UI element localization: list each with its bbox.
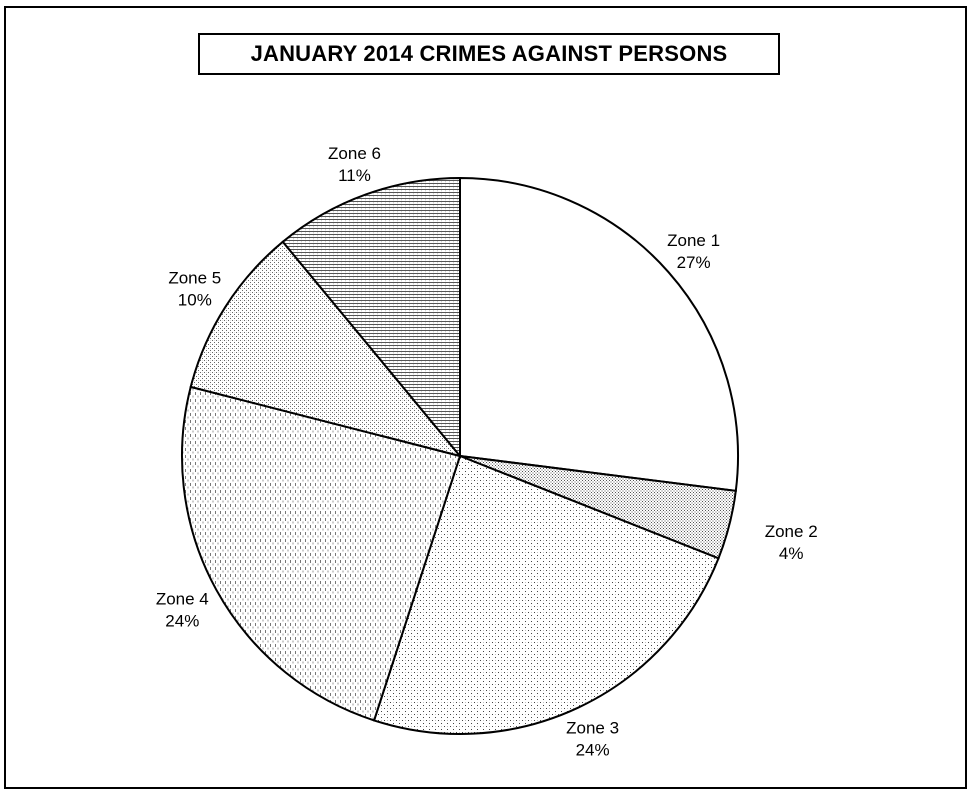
slice-label-value: 24%	[576, 741, 610, 760]
slice-label-value: 4%	[779, 544, 804, 563]
pie-slice-zone-6	[281, 176, 461, 459]
slice-label-name: Zone 2	[765, 522, 818, 541]
slice-label-value: 11%	[338, 166, 371, 185]
slice-label-name: Zone 6	[328, 144, 381, 163]
slice-label-name: Zone 4	[156, 590, 209, 609]
pie-slice-zone-5	[189, 240, 463, 458]
slice-label-value: 24%	[165, 612, 199, 631]
pie-slice-zone-3	[372, 454, 720, 735]
slice-label-value: 10%	[178, 291, 212, 310]
pie-slice-zone-1	[459, 176, 739, 492]
slice-label-name: Zone 1	[667, 231, 720, 250]
slice-label-name: Zone 5	[168, 269, 221, 288]
slice-label-name: Zone 3	[566, 719, 619, 738]
chart-title: JANUARY 2014 CRIMES AGAINST PERSONS	[250, 41, 728, 66]
slice-label-value: 27%	[677, 253, 711, 272]
chart-title-box: JANUARY 2014 CRIMES AGAINST PERSONS	[198, 33, 780, 75]
pie-slice-zone-4	[181, 385, 462, 722]
